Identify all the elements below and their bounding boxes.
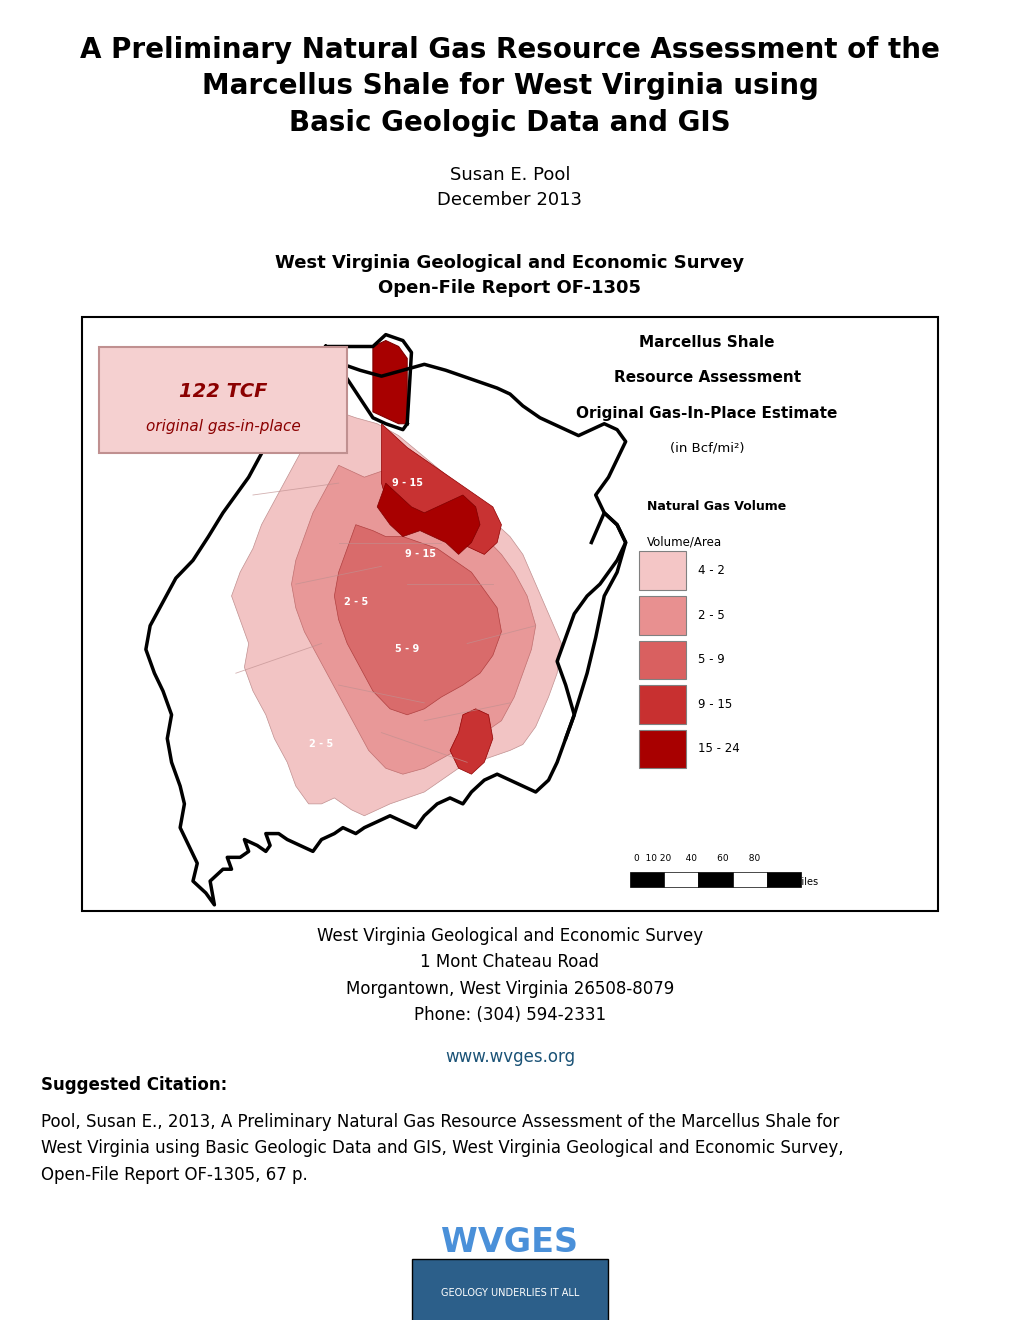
FancyBboxPatch shape <box>638 685 685 723</box>
Text: Volume/Area: Volume/Area <box>646 536 721 549</box>
Text: Pool, Susan E., 2013, A Preliminary Natural Gas Resource Assessment of the Marce: Pool, Susan E., 2013, A Preliminary Natu… <box>41 1113 843 1184</box>
Text: (in Bcf/mi²): (in Bcf/mi²) <box>669 441 744 454</box>
FancyBboxPatch shape <box>638 730 685 768</box>
Text: 2 - 5: 2 - 5 <box>309 739 333 750</box>
Bar <box>766 873 801 887</box>
FancyBboxPatch shape <box>99 346 346 454</box>
Text: 9 - 15: 9 - 15 <box>391 478 422 488</box>
Polygon shape <box>373 341 407 424</box>
Polygon shape <box>231 407 560 816</box>
Bar <box>698 873 732 887</box>
Text: Marcellus Shale: Marcellus Shale <box>639 335 774 350</box>
Text: 15 - 24: 15 - 24 <box>698 742 740 755</box>
Text: 0  10 20     40       60       80: 0 10 20 40 60 80 <box>634 854 760 863</box>
Text: 5 - 9: 5 - 9 <box>698 653 725 667</box>
Text: A Preliminary Natural Gas Resource Assessment of the
Marcellus Shale for West Vi: A Preliminary Natural Gas Resource Asses… <box>79 36 940 137</box>
Text: 9 - 15: 9 - 15 <box>698 698 732 711</box>
FancyBboxPatch shape <box>638 640 685 678</box>
Text: 15 - 24: 15 - 24 <box>418 404 455 414</box>
Polygon shape <box>334 525 501 715</box>
Text: www.wvges.org: www.wvges.org <box>444 1048 575 1067</box>
Polygon shape <box>377 483 480 554</box>
Text: 122 TCF: 122 TCF <box>178 381 267 400</box>
Text: GEOLOGY UNDERLIES IT ALL: GEOLOGY UNDERLIES IT ALL <box>440 1288 579 1298</box>
Text: 2 - 5: 2 - 5 <box>698 609 725 622</box>
Text: West Virginia Geological and Economic Survey
1 Mont Chateau Road
Morgantown, Wes: West Virginia Geological and Economic Su… <box>317 927 702 1024</box>
Text: Natural Gas Volume: Natural Gas Volume <box>646 500 786 513</box>
Polygon shape <box>449 709 492 774</box>
Text: original gas-in-place: original gas-in-place <box>146 420 300 434</box>
Text: Resource Assessment: Resource Assessment <box>612 370 800 385</box>
Text: 2 - 5: 2 - 5 <box>343 597 368 607</box>
Text: Suggested Citation:: Suggested Citation: <box>41 1076 227 1094</box>
Text: Original Gas-In-Place Estimate: Original Gas-In-Place Estimate <box>576 407 837 421</box>
Polygon shape <box>291 465 535 774</box>
Bar <box>630 873 663 887</box>
Text: Susan E. Pool
December 2013: Susan E. Pool December 2013 <box>437 166 582 209</box>
Polygon shape <box>381 424 501 554</box>
FancyBboxPatch shape <box>638 552 685 590</box>
Text: 9 - 15: 9 - 15 <box>405 549 435 560</box>
Text: Miles: Miles <box>792 876 817 887</box>
Bar <box>732 873 766 887</box>
FancyBboxPatch shape <box>82 317 937 911</box>
Text: West Virginia Geological and Economic Survey
Open-File Report OF-1305: West Virginia Geological and Economic Su… <box>275 253 744 297</box>
Text: 5 - 9: 5 - 9 <box>394 644 419 655</box>
Text: 4 - 2: 4 - 2 <box>194 763 218 774</box>
Bar <box>663 873 698 887</box>
FancyBboxPatch shape <box>638 597 685 635</box>
Text: WVGES: WVGES <box>441 1225 578 1259</box>
Text: 4 - 2: 4 - 2 <box>698 564 725 577</box>
